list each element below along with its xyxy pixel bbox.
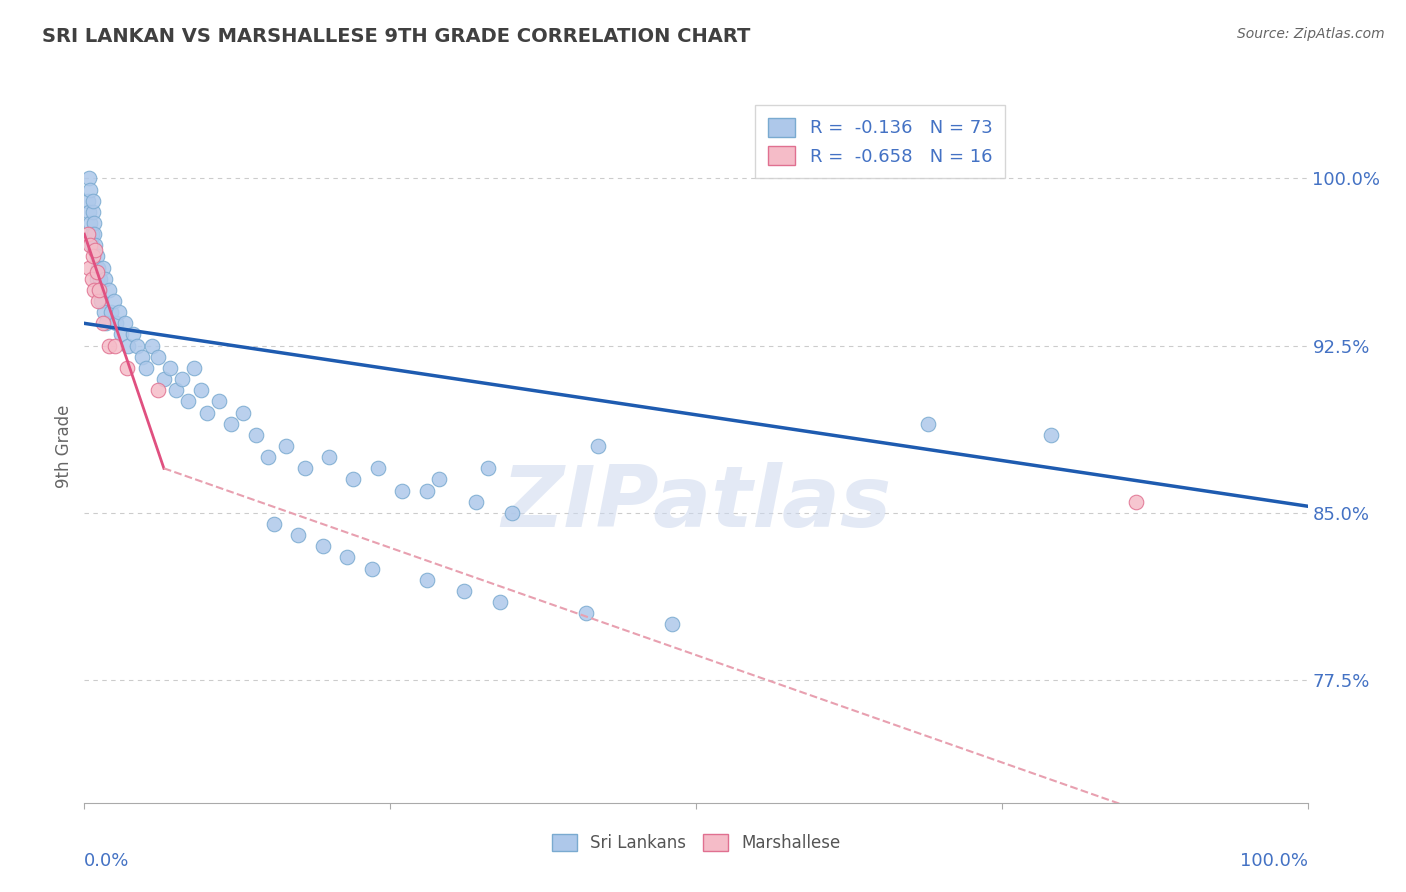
Point [661, 617, 683, 632]
Point [83, 216, 105, 230]
Point [146, 383, 169, 397]
Point [391, 483, 413, 498]
Point [115, 360, 138, 375]
Point [82, 250, 104, 264]
Text: 0.0%: 0.0% [84, 852, 129, 870]
Point [294, 461, 316, 475]
Point [122, 327, 145, 342]
Point [287, 528, 309, 542]
Point [93, 305, 115, 319]
Legend: Sri Lankans, Marshallese: Sri Lankans, Marshallese [546, 827, 846, 859]
Point [208, 394, 231, 409]
Point [97, 338, 120, 352]
Y-axis label: 9th Grade: 9th Grade [55, 404, 73, 488]
Point [416, 573, 439, 587]
Point [586, 439, 609, 453]
Point [336, 550, 359, 565]
Point [146, 350, 169, 364]
Point [172, 372, 194, 386]
Point [318, 450, 340, 464]
Point [87, 283, 110, 297]
Point [77, 227, 100, 241]
Point [100, 305, 122, 319]
Text: Source: ZipAtlas.com: Source: ZipAtlas.com [1237, 27, 1385, 41]
Point [107, 305, 129, 319]
Point [1039, 427, 1062, 442]
Point [86, 250, 108, 264]
Point [80, 271, 103, 285]
Point [79, 216, 101, 230]
Point [131, 350, 153, 364]
Point [87, 293, 110, 308]
Point [165, 383, 187, 397]
Point [79, 238, 101, 252]
Point [82, 204, 104, 219]
Point [90, 293, 112, 308]
Point [263, 516, 285, 531]
Point [94, 271, 117, 285]
Point [104, 338, 127, 352]
Point [135, 360, 157, 375]
Point [917, 417, 939, 431]
Point [82, 194, 104, 208]
Point [79, 182, 101, 196]
Point [80, 238, 103, 252]
Point [103, 293, 125, 308]
Point [117, 338, 139, 352]
Point [77, 171, 100, 186]
Point [87, 260, 110, 275]
Point [257, 450, 280, 464]
Point [80, 227, 103, 241]
Point [97, 283, 120, 297]
Point [125, 338, 148, 352]
Point [89, 271, 111, 285]
Point [159, 360, 181, 375]
Point [183, 360, 205, 375]
Point [464, 494, 486, 508]
Point [141, 338, 163, 352]
Point [367, 461, 389, 475]
Point [86, 265, 108, 279]
Point [219, 417, 242, 431]
Point [190, 383, 212, 397]
Point [276, 439, 298, 453]
Point [342, 472, 364, 486]
Point [110, 327, 132, 342]
Point [502, 506, 524, 520]
Point [575, 606, 598, 620]
Point [91, 316, 114, 330]
Point [360, 561, 382, 575]
Point [77, 204, 100, 219]
Point [77, 260, 100, 275]
Point [153, 372, 176, 386]
Point [96, 316, 118, 330]
Point [312, 539, 335, 553]
Point [416, 483, 439, 498]
Point [84, 238, 107, 252]
Point [83, 227, 105, 241]
Point [177, 394, 200, 409]
Text: SRI LANKAN VS MARSHALLESE 9TH GRADE CORRELATION CHART: SRI LANKAN VS MARSHALLESE 9TH GRADE CORR… [42, 27, 751, 45]
Point [1125, 494, 1147, 508]
Point [245, 427, 267, 442]
Point [195, 405, 218, 419]
Point [87, 283, 110, 297]
Point [105, 316, 128, 330]
Point [427, 472, 450, 486]
Point [91, 260, 114, 275]
Point [453, 584, 475, 599]
Point [86, 271, 108, 285]
Point [489, 595, 512, 609]
Point [477, 461, 499, 475]
Point [83, 283, 105, 297]
Point [114, 316, 136, 330]
Text: 100.0%: 100.0% [1240, 852, 1308, 870]
Point [232, 405, 254, 419]
Text: ZIPatlas: ZIPatlas [501, 461, 891, 545]
Point [84, 243, 107, 257]
Point [77, 194, 100, 208]
